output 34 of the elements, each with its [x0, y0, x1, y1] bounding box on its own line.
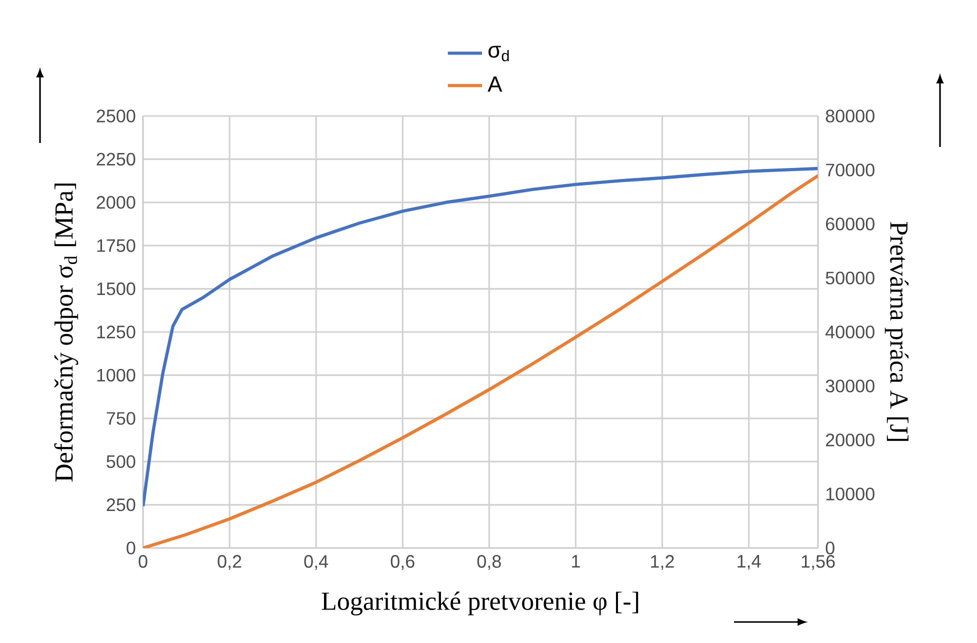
legend-label: A	[488, 76, 502, 92]
y2-tick-label: 40000	[825, 326, 874, 338]
y2-tick-label: 0	[826, 542, 834, 554]
x-tick-label: 0	[138, 555, 148, 568]
y2-tick-label: 70000	[826, 164, 874, 176]
y-axis-title: Deformačný odpor σ$_{d}$ [MPa]	[54, 184, 78, 482]
y-tick-label: 1500	[97, 282, 136, 296]
y2-tick-label: 20000	[826, 434, 874, 446]
x-tick-label: 0,6	[390, 555, 414, 570]
y2-tick-label: 60000	[826, 218, 874, 230]
y2-tick-label: 80000	[826, 110, 874, 122]
y-tick-label: 750	[106, 412, 136, 425]
y-tick-label: 1000	[97, 368, 136, 382]
y-tick-label: 1250	[97, 326, 136, 338]
x-tick-label: 1,4	[738, 555, 761, 570]
x-tick-label: 0,2	[218, 555, 242, 570]
y2-tick-label: 30000	[826, 380, 874, 392]
x-tick-label: 0,4	[304, 555, 328, 570]
y-tick-label: 500	[106, 455, 136, 468]
x-tick-label: 1,2	[651, 555, 674, 570]
y-tick-label: 0	[126, 542, 136, 554]
y2-axis-title: Pretvárna práca A [J]	[884, 222, 908, 441]
y-tick-label: 2250	[96, 152, 136, 166]
y-tick-label: 2000	[96, 196, 136, 209]
x-tick-label: 1,56	[802, 555, 835, 570]
y-tick-label: 2500	[96, 110, 136, 122]
y2-tick-label: 50000	[826, 272, 874, 284]
x-tick-label: 1	[572, 555, 580, 568]
x-tick-label: 0,8	[477, 555, 501, 570]
y-tick-label: 250	[106, 498, 136, 512]
x-axis-title: Logaritmické pretvorenie φ [-]	[322, 592, 638, 616]
legend-label: σ$_{d}$	[488, 46, 509, 62]
y-tick-label: 1750	[97, 239, 136, 252]
y2-tick-label: 10000	[826, 488, 874, 500]
